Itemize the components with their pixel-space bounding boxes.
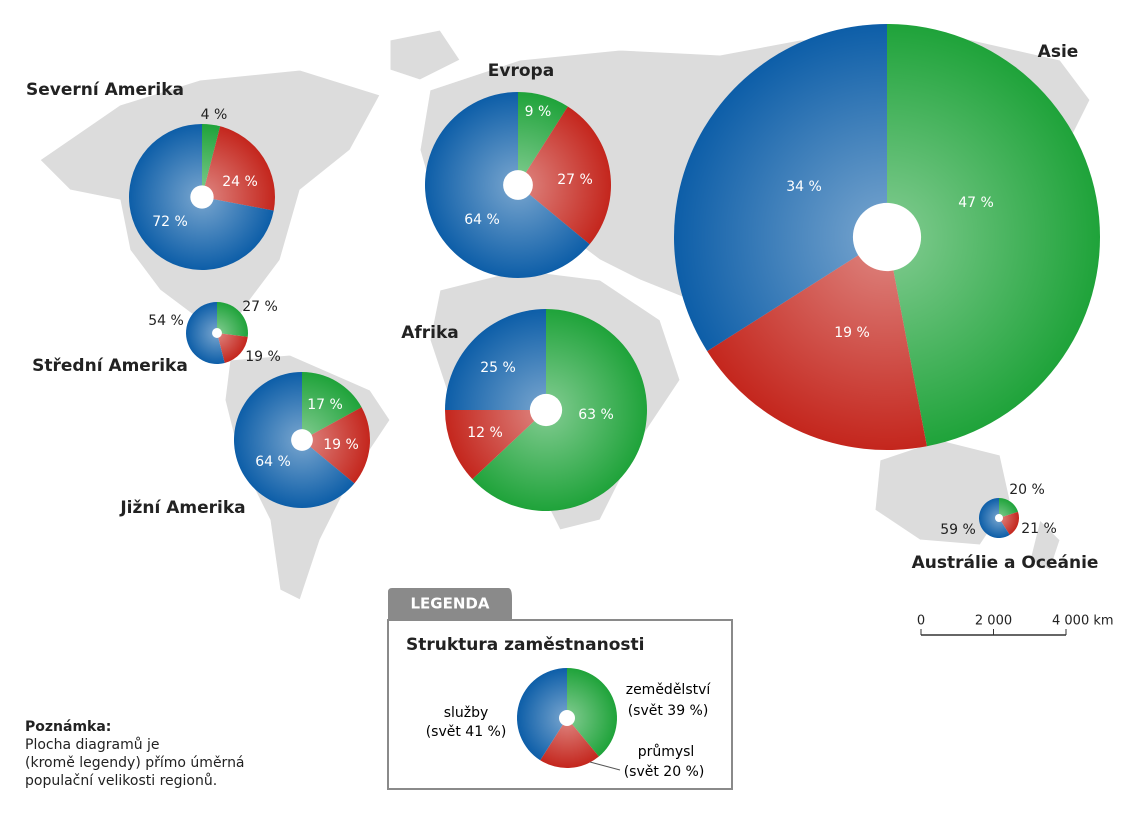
- scale-label: 2 000: [975, 614, 1012, 629]
- value-label: 72 %: [152, 214, 188, 230]
- note: Poznámka: Plocha diagramů je (kromě lege…: [25, 719, 245, 789]
- pie-hole: [503, 170, 533, 200]
- pie-hole: [852, 202, 922, 272]
- region-title: Střední Amerika: [32, 356, 188, 376]
- value-label: 34 %: [786, 179, 822, 195]
- region-title: Austrálie a Oceánie: [912, 553, 1099, 573]
- value-label: 17 %: [307, 397, 343, 413]
- value-label: 27 %: [557, 172, 593, 188]
- value-label: 27 %: [242, 299, 278, 315]
- value-label: 9 %: [525, 104, 552, 120]
- note-title: Poznámka:: [25, 719, 111, 735]
- region-pie: Střední Amerika 27 % 19 % 54 %: [32, 299, 281, 376]
- pie-layer: Severní Amerika 4 % 24 % 72 % Evropa 9 % 27 % 6…: [26, 24, 1101, 573]
- legend-tab-text: LEGENDA: [411, 595, 490, 613]
- value-label: 54 %: [148, 313, 184, 329]
- region-title: Severní Amerika: [26, 80, 184, 100]
- pie-hole: [291, 429, 313, 451]
- pie-hole: [212, 328, 222, 338]
- value-label: 19 %: [323, 437, 359, 453]
- region-title: Afrika: [401, 323, 459, 343]
- value-label: 64 %: [255, 454, 291, 470]
- value-label: 4 %: [201, 107, 228, 123]
- region-pie: Asie 47 % 19 % 34 %: [674, 24, 1101, 450]
- value-label: 59 %: [940, 522, 976, 538]
- region-pie: Jižní Amerika 17 % 19 % 64 %: [119, 372, 370, 518]
- value-label: 25 %: [480, 360, 516, 376]
- note-line: (kromě legendy) přímo úměrná: [25, 755, 245, 771]
- legend-label: služby: [444, 705, 489, 721]
- legend-title: Struktura zaměstnanosti: [406, 635, 644, 655]
- legend-pie: [517, 668, 617, 768]
- region-pie: Austrálie a Oceánie 20 % 21 % 59 %: [912, 482, 1099, 573]
- legend-label: zemědělství: [626, 682, 712, 698]
- value-label: 63 %: [578, 407, 614, 423]
- value-label: 12 %: [467, 425, 503, 441]
- value-label: 64 %: [464, 212, 500, 228]
- region-pie: Evropa 9 % 27 % 64 %: [424, 61, 611, 278]
- pie-hole: [190, 185, 214, 209]
- pie-hole: [529, 393, 563, 427]
- legend-value: (svět 39 %): [628, 703, 709, 719]
- value-label: 47 %: [958, 195, 994, 211]
- scale-bar: 0 2 000 4 000 km: [917, 614, 1114, 636]
- note-line: populační velikosti regionů.: [25, 773, 217, 789]
- region-title: Jižní Amerika: [119, 498, 245, 518]
- value-label: 19 %: [834, 325, 870, 341]
- region-pie: Afrika 63 % 12 % 25 %: [401, 309, 648, 511]
- leader: [589, 761, 621, 771]
- value-label: 21 %: [1021, 521, 1057, 537]
- value-label: 19 %: [245, 349, 281, 365]
- value-label: 24 %: [222, 174, 258, 190]
- pie-hole: [559, 710, 575, 726]
- legend: LEGENDA Struktura zaměstnanosti zeměděls…: [387, 588, 733, 790]
- pie-hole: [995, 514, 1003, 522]
- legend-tab: [388, 588, 512, 620]
- legend-value: (svět 41 %): [426, 724, 507, 740]
- scale-label: 0: [917, 614, 925, 629]
- note-line: Plocha diagramů je: [25, 737, 160, 753]
- value-label: 20 %: [1009, 482, 1045, 498]
- legend-value: (svět 20 %): [624, 764, 705, 780]
- scale-label: 4 000 km: [1052, 614, 1114, 629]
- legend-label: průmysl: [638, 744, 695, 760]
- region-title: Asie: [1038, 42, 1079, 62]
- region-title: Evropa: [488, 61, 554, 81]
- region-pie: Severní Amerika 4 % 24 % 72 %: [26, 80, 275, 271]
